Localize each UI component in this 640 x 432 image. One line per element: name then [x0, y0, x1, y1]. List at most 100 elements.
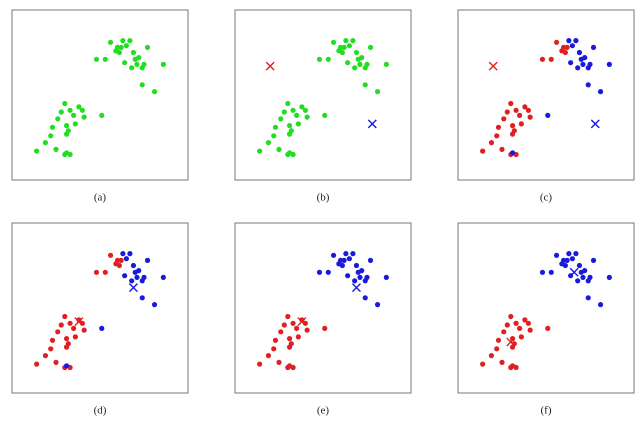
point: [383, 274, 389, 280]
point: [585, 82, 591, 88]
point: [107, 39, 114, 45]
point: [367, 257, 374, 263]
centroid: [128, 283, 138, 293]
point: [285, 100, 291, 107]
point: [508, 313, 514, 320]
point: [285, 313, 291, 320]
point: [517, 112, 523, 118]
panel-frame: [11, 222, 189, 394]
point: [364, 61, 370, 67]
panel-label: (b): [317, 192, 330, 204]
point: [34, 148, 40, 154]
point: [597, 302, 604, 308]
point: [350, 38, 356, 44]
point: [299, 104, 305, 110]
point: [278, 329, 284, 335]
point: [134, 274, 140, 280]
point: [71, 325, 77, 331]
point: [294, 325, 300, 331]
point: [383, 61, 389, 67]
point: [585, 295, 591, 301]
point: [325, 56, 331, 62]
point: [518, 334, 524, 340]
point: [48, 346, 54, 352]
point: [257, 361, 263, 367]
point: [362, 295, 368, 301]
panel-label: (f): [541, 405, 552, 417]
point: [580, 61, 586, 67]
point: [151, 89, 158, 95]
point: [139, 82, 145, 88]
point: [539, 56, 546, 62]
point: [102, 269, 108, 275]
panel: (b): [234, 9, 412, 204]
point: [72, 334, 78, 340]
point: [495, 337, 502, 343]
point: [517, 325, 523, 331]
centroid: [74, 317, 84, 327]
point: [569, 256, 576, 262]
point: [286, 123, 293, 129]
point: [34, 361, 40, 367]
point: [495, 124, 502, 130]
point: [509, 150, 516, 156]
point: [81, 114, 87, 120]
point: [127, 38, 133, 44]
point: [499, 146, 505, 152]
point: [272, 337, 279, 343]
point: [339, 262, 345, 269]
panel-label: (a): [94, 192, 107, 204]
point: [587, 274, 593, 280]
centroid-stroke: [506, 337, 516, 347]
point: [480, 361, 486, 367]
point: [276, 146, 282, 152]
point: [62, 100, 68, 107]
point: [374, 89, 381, 95]
point: [141, 61, 147, 67]
point: [294, 112, 300, 118]
point: [480, 148, 486, 154]
point: [65, 128, 71, 134]
centroid-stroke: [367, 119, 377, 129]
point: [359, 55, 365, 61]
point: [257, 148, 263, 154]
point: [522, 317, 528, 323]
point: [364, 274, 370, 280]
point: [295, 121, 301, 127]
point: [509, 123, 516, 129]
point: [513, 320, 519, 326]
centroid-stroke: [128, 283, 138, 293]
point: [136, 268, 142, 274]
point: [545, 325, 551, 331]
point: [286, 336, 293, 342]
point: [160, 61, 166, 67]
point: [49, 337, 56, 343]
point: [278, 116, 284, 122]
point: [576, 49, 583, 56]
point: [494, 346, 500, 352]
panel: (c): [457, 9, 635, 204]
point: [346, 43, 352, 49]
point: [527, 327, 533, 333]
point: [63, 150, 70, 156]
point: [575, 278, 581, 284]
point: [53, 146, 59, 152]
point: [55, 329, 61, 335]
point: [130, 262, 137, 269]
panel-label: (d): [94, 405, 107, 417]
point: [58, 322, 64, 328]
point: [53, 359, 59, 365]
point: [151, 302, 158, 308]
point: [272, 124, 279, 130]
centroid: [351, 283, 361, 293]
point: [345, 60, 351, 66]
point: [569, 43, 576, 49]
point: [522, 104, 528, 110]
centroid: [569, 267, 579, 277]
panel: (d): [11, 222, 189, 417]
point: [316, 56, 323, 62]
panel-frame: [234, 9, 412, 181]
centroid: [488, 61, 498, 71]
point: [587, 61, 593, 67]
point: [144, 257, 151, 263]
